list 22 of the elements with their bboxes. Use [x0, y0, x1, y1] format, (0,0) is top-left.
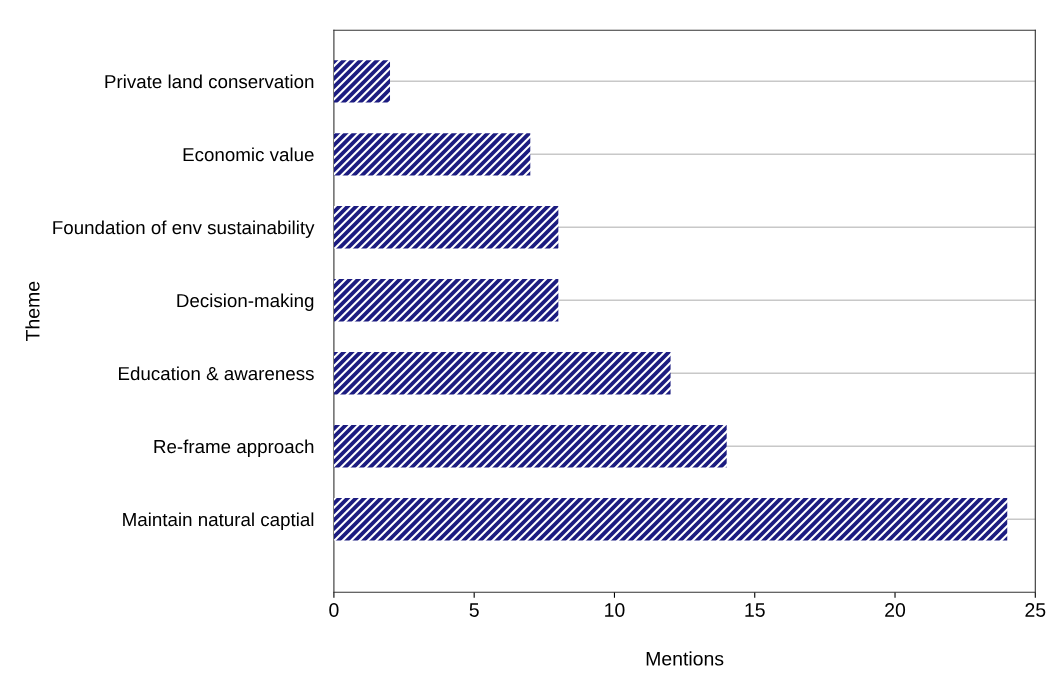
x-tick-label: 20: [885, 603, 906, 617]
x-tick-label: 0: [329, 603, 339, 617]
y-tick-label: Education & awareness: [119, 366, 314, 381]
bar: [333, 498, 1008, 541]
bar: [333, 352, 671, 395]
y-tick-label: Foundation of env sustainability: [53, 220, 315, 238]
bar: [333, 60, 391, 103]
x-axis-title: Mentions: [646, 651, 724, 666]
x-tick-label: 5: [469, 603, 479, 617]
y-tick-label: Maintain natural captial: [123, 512, 314, 530]
x-tick-label: 25: [1025, 603, 1046, 617]
bar: [333, 425, 727, 468]
y-tick-label: Economic value: [183, 147, 314, 162]
x-tick-label: 15: [745, 603, 765, 617]
x-tick-label: 10: [605, 603, 625, 617]
y-tick-label: Private land conservation: [105, 74, 314, 89]
y-tick-label: Decision-making: [177, 293, 314, 311]
bar: [333, 206, 559, 249]
bar: [333, 279, 559, 322]
y-axis-title: Theme: [25, 281, 40, 342]
bar: [333, 133, 531, 176]
y-tick-label: Re-frame approach: [154, 439, 314, 457]
